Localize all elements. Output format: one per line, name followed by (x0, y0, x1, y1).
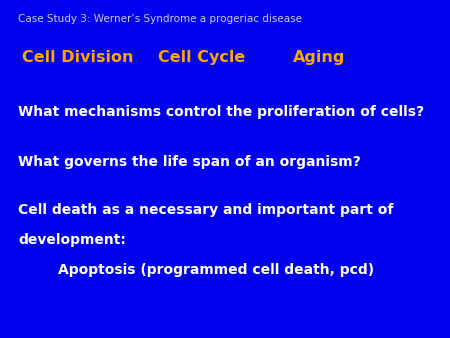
Text: development:: development: (18, 233, 126, 247)
Text: What mechanisms control the proliferation of cells?: What mechanisms control the proliferatio… (18, 104, 424, 119)
Text: Case Study 3: Werner’s Syndrome a progeriac disease: Case Study 3: Werner’s Syndrome a proger… (18, 14, 302, 24)
Text: Apoptosis (programmed cell death, pcd): Apoptosis (programmed cell death, pcd) (58, 263, 374, 277)
Text: Aging: Aging (292, 50, 345, 65)
Text: Cell death as a necessary and important part of: Cell death as a necessary and important … (18, 202, 393, 217)
Text: Cell Cycle: Cell Cycle (158, 50, 245, 65)
Text: Cell Division: Cell Division (22, 50, 134, 65)
Text: What governs the life span of an organism?: What governs the life span of an organis… (18, 155, 361, 169)
